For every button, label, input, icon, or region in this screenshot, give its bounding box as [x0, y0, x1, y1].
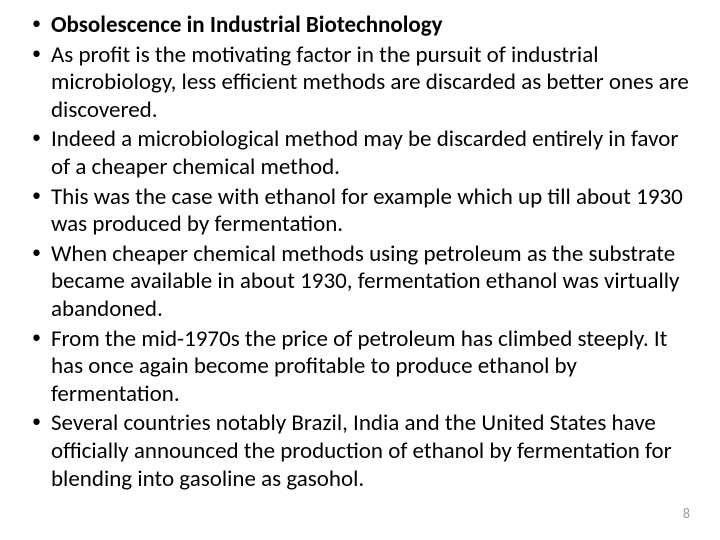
bullet-marker-icon: •: [32, 410, 41, 433]
bullet-text: As profit is the motivating factor in th…: [51, 42, 700, 125]
bullet-marker-icon: •: [32, 42, 41, 65]
bullet-marker-icon: •: [32, 126, 41, 149]
bullet-item: • Obsolescence in Industrial Biotechnolo…: [20, 12, 700, 40]
bullet-item: • Several countries notably Brazil, Indi…: [20, 410, 700, 493]
bullet-text: When cheaper chemical methods using petr…: [51, 241, 700, 324]
bullet-item: • When cheaper chemical methods using pe…: [20, 241, 700, 324]
bullet-marker-icon: •: [32, 12, 41, 35]
page-number: 8: [683, 505, 690, 522]
bullet-item: • Indeed a microbiological method may be…: [20, 126, 700, 181]
bullet-text: From the mid-1970s the price of petroleu…: [51, 326, 700, 409]
bullet-list: • Obsolescence in Industrial Biotechnolo…: [20, 12, 700, 493]
bullet-text-heading: Obsolescence in Industrial Biotechnology: [51, 12, 700, 40]
bullet-text: Indeed a microbiological method may be d…: [51, 126, 700, 181]
bullet-item: • This was the case with ethanol for exa…: [20, 184, 700, 239]
bullet-item: • From the mid-1970s the price of petrol…: [20, 326, 700, 409]
bullet-marker-icon: •: [32, 184, 41, 207]
bullet-marker-icon: •: [32, 326, 41, 349]
bullet-text: This was the case with ethanol for examp…: [51, 184, 700, 239]
bullet-text: Several countries notably Brazil, India …: [51, 410, 700, 493]
bullet-marker-icon: •: [32, 241, 41, 264]
bullet-item: • As profit is the motivating factor in …: [20, 42, 700, 125]
